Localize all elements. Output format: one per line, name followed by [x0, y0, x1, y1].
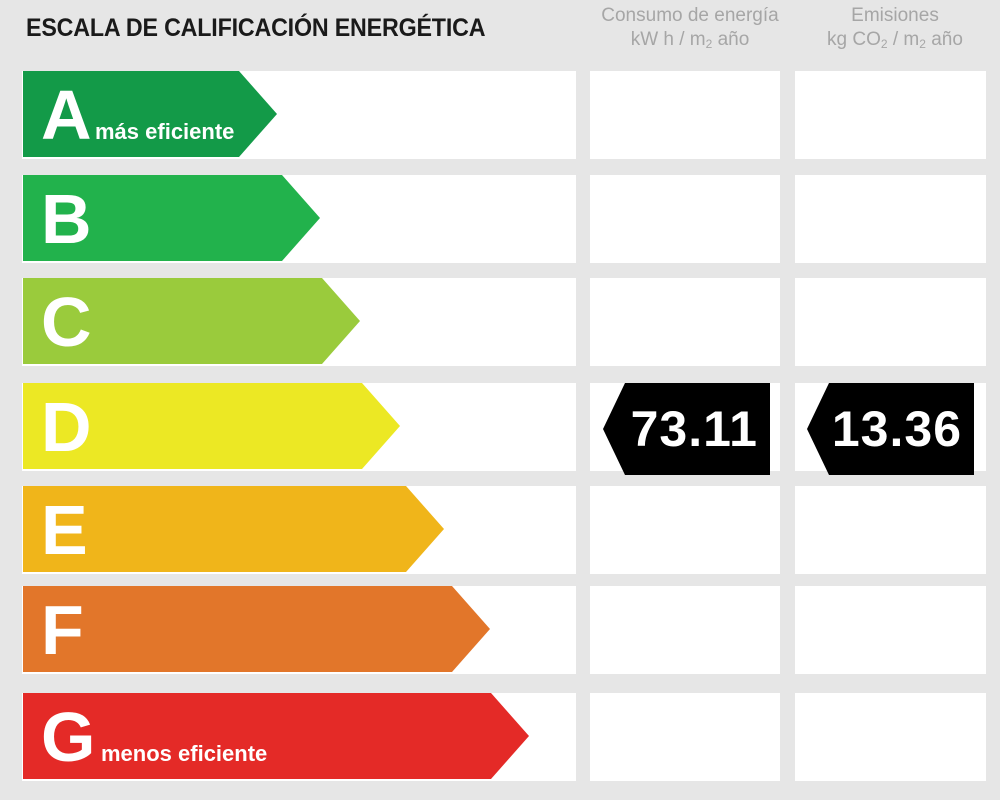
- rating-letter: E: [41, 491, 88, 569]
- emissions-cell: [795, 175, 986, 263]
- energy-value-badge: 73.11: [603, 383, 770, 475]
- rating-row-b: B: [0, 175, 1000, 263]
- energy-header-unit: kW h / m2 año: [630, 29, 750, 51]
- emissions-cell: [795, 693, 986, 781]
- rating-sublabel: más eficiente: [95, 119, 235, 144]
- rating-arrow-f: F: [23, 586, 490, 672]
- energy-cell: [590, 71, 780, 159]
- rating-sublabel: menos eficiente: [101, 741, 268, 766]
- rating-letter: F: [41, 591, 84, 669]
- rating-row-a: A más eficiente: [0, 71, 1000, 159]
- rating-letter: C: [41, 283, 92, 361]
- energy-cell: [590, 586, 780, 674]
- energy-cell: [590, 278, 780, 366]
- rating-row-e: E: [0, 486, 1000, 574]
- emissions-header-line1: Emisiones: [851, 5, 939, 26]
- rating-row-g: G menos eficiente: [0, 693, 1000, 781]
- rating-row-f: F: [0, 586, 1000, 674]
- energy-cell: [590, 486, 780, 574]
- energy-cell: [590, 175, 780, 263]
- rating-arrow-g: G menos eficiente: [23, 693, 529, 779]
- rating-letter: A: [41, 76, 92, 154]
- emissions-cell: [795, 278, 986, 366]
- rating-letter: B: [41, 180, 92, 258]
- rating-arrow-b: B: [23, 175, 320, 261]
- rating-arrow-d: D: [23, 383, 400, 469]
- energy-cell: [590, 693, 780, 781]
- rating-row-c: C: [0, 278, 1000, 366]
- emissions-value-badge: 13.36: [807, 383, 974, 475]
- page-title: ESCALA DE CALIFICACIÓN ENERGÉTICA: [26, 14, 486, 42]
- rating-arrow-a: A más eficiente: [23, 71, 277, 157]
- energy-column-header: Consumo de energía kW h / m2 año: [590, 4, 790, 60]
- energy-header-line1: Consumo de energía: [601, 5, 779, 26]
- rating-row-d: D 73.11 13.36: [0, 383, 1000, 475]
- emissions-cell: [795, 486, 986, 574]
- rating-arrow-c: C: [23, 278, 360, 364]
- rating-letter: G: [41, 698, 96, 776]
- emissions-cell: [795, 586, 986, 674]
- rating-letter: D: [41, 388, 92, 466]
- emissions-header-unit: kg CO2 / m2 año: [827, 29, 963, 51]
- emissions-cell: [795, 71, 986, 159]
- emissions-column-header: Emisiones kg CO2 / m2 año: [795, 4, 995, 60]
- rating-arrow-e: E: [23, 486, 444, 572]
